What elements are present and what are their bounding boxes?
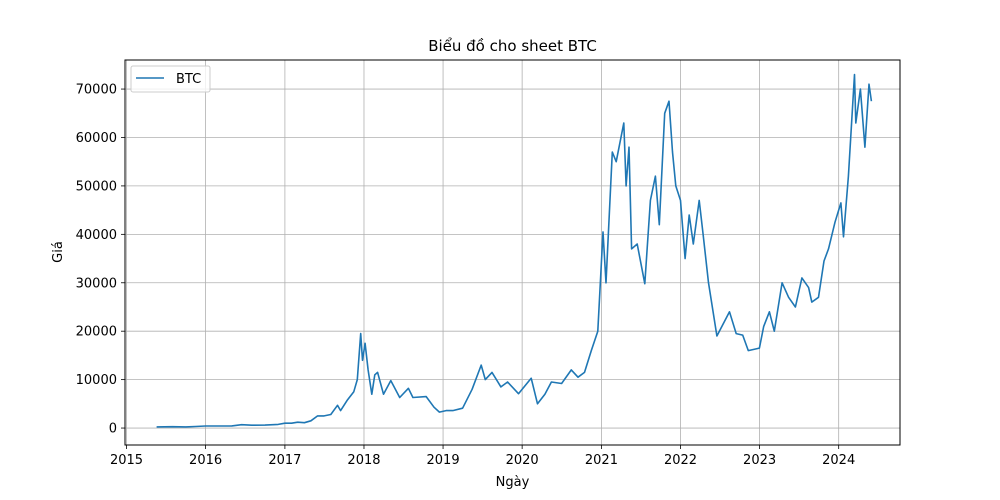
x-axis: 2015 2016 2017 2018 2019 2020 2021 2022 2023 2024: [110, 445, 855, 468]
chart-title: Biểu đồ cho sheet BTC: [428, 37, 597, 55]
x-tick-label: 2020: [506, 453, 539, 468]
grid: [125, 60, 900, 445]
legend-label-btc: BTC: [176, 72, 201, 87]
x-tick-label: 2021: [585, 453, 618, 468]
x-tick-label: 2023: [743, 453, 776, 468]
series-layer: [156, 73, 873, 428]
x-tick-label: 2024: [822, 453, 855, 468]
y-axis: 0 10000 20000 30000 40000 50000 60000 70000: [76, 83, 125, 437]
x-tick-label: 2019: [427, 453, 460, 468]
plot-frame: [124, 59, 901, 446]
x-tick-label: 2018: [347, 453, 380, 468]
x-tick-label: 2022: [664, 453, 697, 468]
y-tick-label: 70000: [76, 83, 117, 98]
y-tick-label: 10000: [76, 373, 117, 388]
y-tick-label: 0: [109, 422, 117, 437]
y-tick-label: 40000: [76, 228, 117, 243]
y-tick-label: 30000: [76, 276, 117, 291]
y-tick-label: 20000: [76, 325, 117, 340]
y-tick-label: 50000: [76, 179, 117, 194]
x-axis-label: Ngày: [496, 475, 530, 490]
x-tick-label: 2016: [189, 453, 222, 468]
x-tick-label: 2017: [268, 453, 301, 468]
x-tick-label: 2015: [110, 453, 143, 468]
y-tick-label: 60000: [76, 131, 117, 146]
series-line-btc: [156, 73, 873, 428]
legend-box: [130, 65, 211, 93]
legend: BTC: [130, 65, 211, 93]
y-axis-label: Giá: [51, 241, 66, 263]
